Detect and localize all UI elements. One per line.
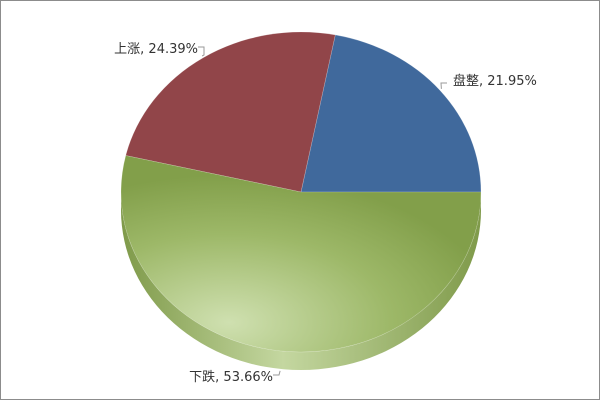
leader-line [273,370,281,376]
data-label: 下跌, 53.66% [189,369,273,385]
leader-line [440,82,447,89]
leader-line [198,46,205,57]
pie-slice-下跌[interactable] [120,155,482,353]
pie-slice-盘整[interactable] [300,34,482,193]
pie-slice-上涨[interactable] [125,31,336,193]
data-label: 盘整, 21.95% [453,73,537,89]
data-label: 上涨, 24.39% [114,42,198,57]
